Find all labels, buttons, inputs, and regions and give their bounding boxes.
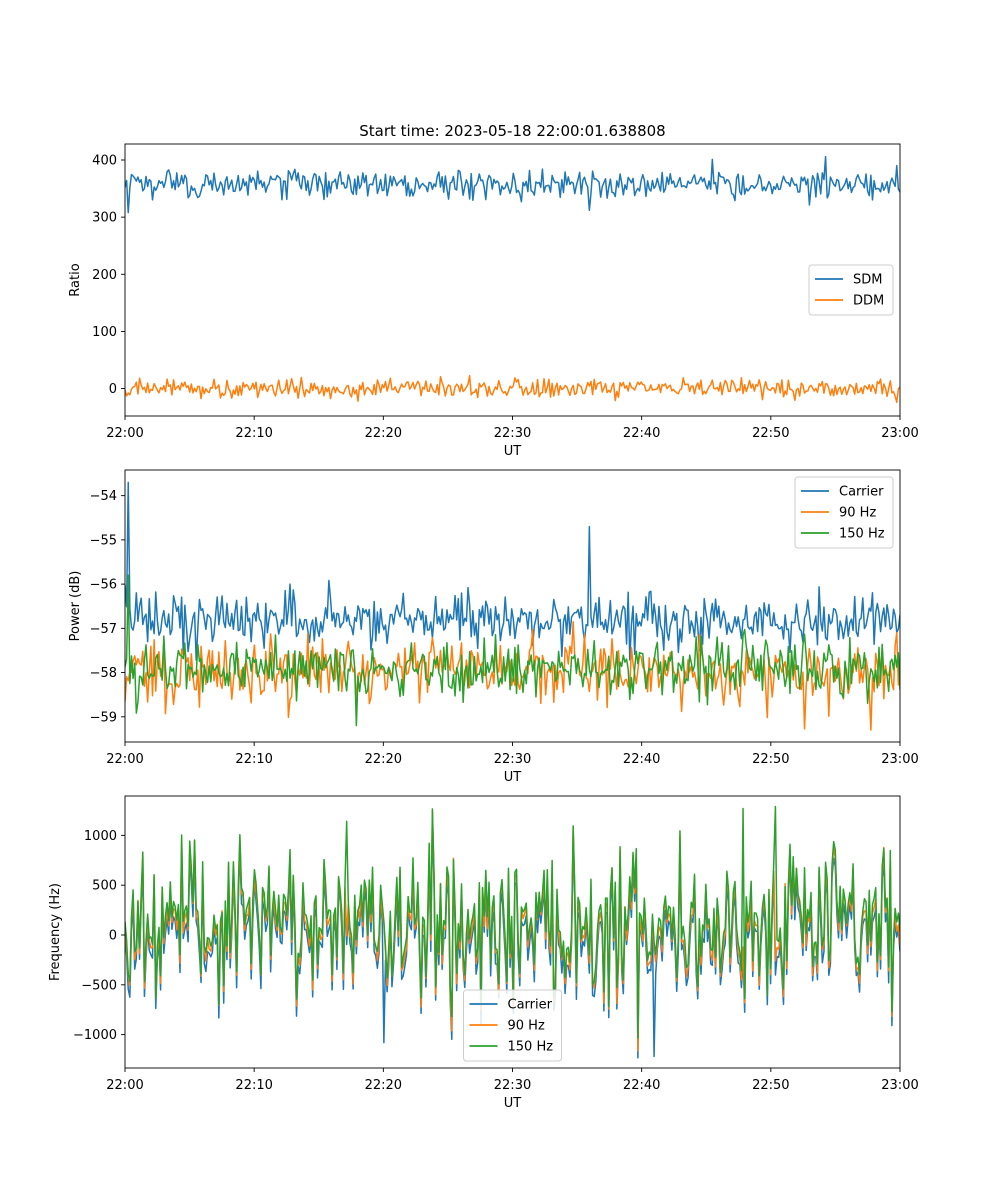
x-tick-label: 22:50 [752,426,789,441]
plot-area [125,481,900,731]
x-tick-label: 22:30 [494,1078,531,1093]
series-line-carrier [125,481,900,661]
x-tick-label: 22:20 [365,752,402,767]
subplot-1: 22:00 22:10 22:20 22:30 22:40 22:50 23:00 0 100 2… [68,122,919,459]
x-tick-label: 22:10 [235,1078,272,1093]
y-tick-label: −55 [90,533,117,548]
legend-label: 150 Hz [508,1040,554,1055]
legend-label: SDM [853,273,882,288]
y-tick-label: −58 [90,666,117,681]
series-line-150-hz [125,805,900,1039]
x-axis-label: UT [504,444,522,459]
x-tick-label: 22:00 [106,1078,143,1093]
y-tick-label: 300 [92,211,117,226]
legend-box [808,264,894,316]
legend: Carrier 90 Hz 150 Hz [463,989,562,1062]
y-axis-label: Frequency (Hz) [48,883,63,981]
y-tick-label: −59 [90,710,117,725]
y-tick-label: 400 [92,154,117,169]
plot-area [125,155,900,404]
legend-label: 90 Hz [508,1019,545,1034]
y-tick-label: 200 [92,268,117,283]
x-tick-label: 23:00 [881,426,918,441]
legend-label: DDM [853,294,884,309]
y-tick-label: −57 [90,622,117,637]
y-tick-label: 0 [109,928,117,943]
x-tick-label: 22:50 [752,1078,789,1093]
subplot-3: 22:00 22:10 22:20 22:30 22:40 22:50 23:00 −1000… [48,795,919,1111]
legend-box [463,989,562,1062]
y-tick-label: 500 [92,879,117,894]
y-tick-label: −56 [90,578,117,593]
x-tick-label: 23:00 [881,752,918,767]
series-line-150-hz [125,574,900,727]
legend-box [794,476,894,549]
x-tick-label: 22:20 [365,426,402,441]
x-tick-label: 22:10 [235,426,272,441]
subplot-2: 22:00 22:10 22:20 22:30 22:40 22:50 23:00 −59 −5… [68,469,919,785]
y-axis-label: Power (dB) [68,571,83,642]
legend-label: 90 Hz [839,506,876,521]
x-tick-label: 22:20 [365,1078,402,1093]
series-line-ddm [125,374,900,404]
x-tick-label: 23:00 [881,1078,918,1093]
x-tick-label: 22:40 [623,426,660,441]
y-tick-label: 1000 [84,829,117,844]
legend: SDM DDM [808,264,894,316]
x-tick-label: 22:30 [494,752,531,767]
legend-label: 150 Hz [839,527,885,542]
legend-label: Carrier [508,998,553,1013]
chart-title: Start time: 2023-05-18 22:00:01.638808 [359,122,665,140]
plot-area [125,805,900,1059]
x-axis-label: UT [504,1096,522,1111]
y-tick-label: −54 [90,489,117,504]
series-line-sdm [125,155,900,214]
x-tick-label: 22:00 [106,752,143,767]
y-tick-label: 0 [109,382,117,397]
legend-label: Carrier [839,485,884,500]
x-tick-label: 22:50 [752,752,789,767]
y-axis-label: Ratio [68,263,83,296]
series-line-90-hz [125,620,900,731]
x-tick-label: 22:30 [494,426,531,441]
x-tick-label: 22:10 [235,752,272,767]
x-tick-label: 22:00 [106,426,143,441]
x-tick-label: 22:40 [623,1078,660,1093]
y-tick-label: 100 [92,325,117,340]
legend: Carrier 90 Hz 150 Hz [794,476,894,549]
x-axis-label: UT [504,770,522,785]
y-tick-label: −1000 [73,1028,117,1043]
y-tick-label: −500 [81,978,117,993]
x-tick-label: 22:40 [623,752,660,767]
